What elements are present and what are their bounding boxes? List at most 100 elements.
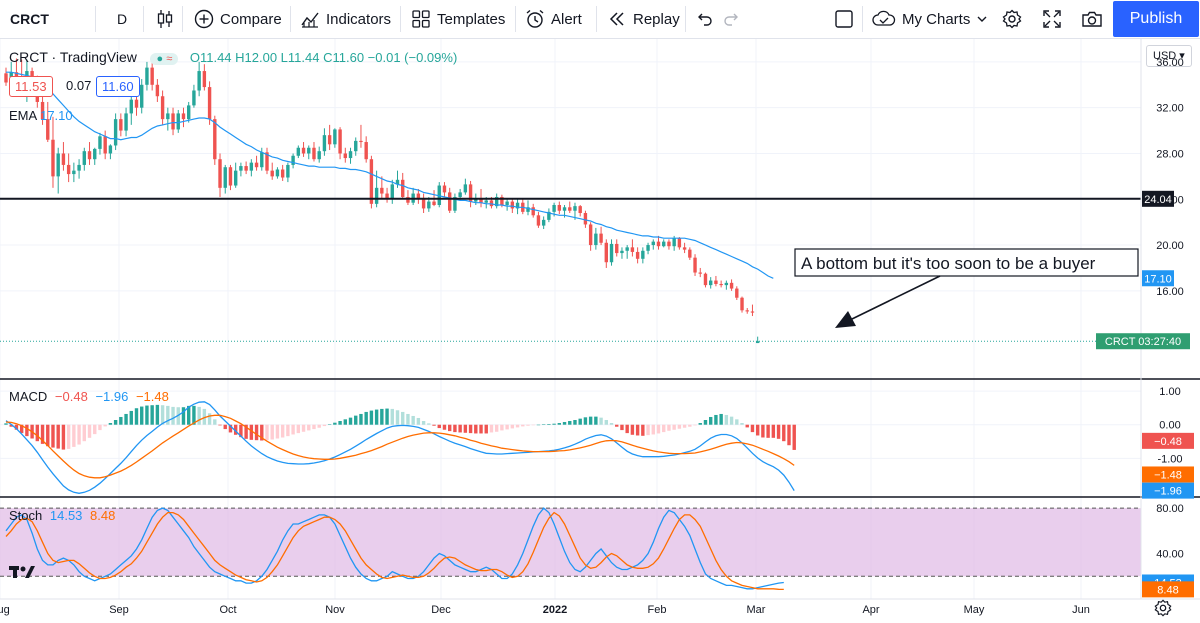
- macd-histogram-bar: [369, 410, 374, 425]
- annotation-box[interactable]: [794, 248, 1139, 277]
- ask-price-button[interactable]: 11.60: [96, 76, 140, 97]
- macd-histogram-bar: [458, 424, 462, 433]
- stoch-legend-k: 14.53: [49, 508, 83, 523]
- arrow-head-icon: [835, 311, 856, 328]
- annotation-arrow: [851, 275, 941, 320]
- candle-body: [693, 257, 697, 273]
- toolbar-divider: [862, 6, 863, 32]
- macd-histogram-bar: [124, 413, 128, 425]
- macd-histogram-bar: [87, 424, 92, 438]
- annotation-text: A bottom but it's too soon to be a buyer: [801, 254, 1096, 273]
- chart-area[interactable]: A bottom but it's too soon to be a buyer…: [0, 39, 1200, 623]
- plus-circle-icon: [194, 9, 214, 29]
- price-axis[interactable]: 36.0032.0028.0024.0020.0016.001.000.00-1…: [1096, 57, 1194, 598]
- macd-histogram-bar: [552, 423, 556, 425]
- macd-histogram-bar: [505, 424, 509, 430]
- ema-legend-value: 17.10: [40, 108, 73, 123]
- candle-body: [656, 241, 661, 247]
- candle-body: [140, 84, 144, 108]
- ema-line: [6, 71, 774, 279]
- macd-histogram-bar: [82, 424, 86, 442]
- fullscreen-button[interactable]: [1042, 0, 1062, 38]
- macd-signal-tag-bg: [1142, 466, 1194, 483]
- candle-body: [662, 241, 666, 247]
- chart-title: CRCT · TradingView: [9, 49, 137, 65]
- candle-body: [218, 159, 222, 188]
- macd-histogram-bar: [442, 424, 447, 430]
- undo-button[interactable]: [695, 0, 713, 38]
- candle-body: [448, 192, 452, 211]
- interval-button[interactable]: D: [117, 0, 127, 38]
- bid-price-button[interactable]: 11.53: [9, 76, 53, 97]
- time-axis-settings-button[interactable]: [1154, 599, 1172, 622]
- market-status-badge[interactable]: ● ≈: [150, 53, 179, 65]
- gear-icon: [1154, 599, 1172, 617]
- candle-body: [260, 152, 264, 168]
- macd-histogram-bar: [374, 409, 379, 425]
- macd-histogram-bar: [155, 404, 160, 425]
- replay-button[interactable]: Replay: [607, 0, 680, 38]
- candle-body: [280, 169, 285, 178]
- macd-histogram-bar: [578, 418, 582, 425]
- candle-body: [594, 233, 598, 246]
- stoch-k-line: [5, 507, 784, 590]
- macd-histogram-bar: [380, 408, 384, 425]
- level-price-tag: 24.04: [1144, 194, 1172, 206]
- candle-body: [620, 250, 624, 254]
- macd-histogram-bar: [322, 424, 327, 427]
- toolbar-divider: [95, 6, 96, 32]
- candle-body: [401, 179, 405, 197]
- macd-histogram-bar: [755, 424, 760, 436]
- candle-body: [474, 199, 478, 202]
- macd-histogram-bar: [113, 420, 118, 425]
- gear-icon: [1002, 9, 1022, 29]
- candle-body: [286, 164, 290, 178]
- macd-histogram-bar: [228, 424, 233, 433]
- macd-histogram-bar: [427, 423, 431, 425]
- symbol-search-button[interactable]: CRCT: [10, 0, 49, 38]
- interval-label: D: [117, 11, 128, 27]
- templates-button[interactable]: Templates: [411, 0, 505, 38]
- macd-histogram-bar: [61, 424, 66, 450]
- macd-histogram-bar: [51, 424, 55, 448]
- rewind-icon: [609, 12, 624, 26]
- time-axis[interactable]: Aug Sep Oct Nov Dec 2022 Feb Mar Apr May Jun: [0, 604, 1090, 616]
- settings-button[interactable]: [1002, 0, 1022, 38]
- alert-button[interactable]: Alert: [525, 0, 582, 38]
- stoch-legend-label: Stoch: [9, 508, 43, 523]
- candle-body: [557, 204, 562, 211]
- candle-body: [4, 73, 8, 83]
- layout-button[interactable]: [834, 0, 854, 38]
- snapshot-button[interactable]: [1081, 0, 1103, 38]
- chart-type-button[interactable]: [156, 0, 174, 38]
- candle-body: [604, 242, 608, 263]
- candle-body: [249, 162, 254, 171]
- time-tick-label: Aug: [0, 604, 10, 616]
- candle-body: [160, 96, 165, 120]
- compare-button[interactable]: Compare: [194, 0, 282, 38]
- my-charts-button[interactable]: My Charts: [872, 0, 988, 38]
- candle-body: [134, 99, 139, 108]
- macd-histogram-bar: [239, 424, 243, 438]
- price-tick-label: 28.00: [1156, 148, 1184, 160]
- candle-body: [124, 113, 128, 131]
- macd-histogram-bar: [301, 424, 306, 432]
- macd-histogram-bar: [479, 424, 483, 434]
- macd-histogram-bar: [568, 421, 572, 425]
- macd-histogram-bar: [280, 424, 285, 438]
- macd-histogram-bar: [119, 416, 123, 425]
- indicators-icon: [301, 12, 319, 28]
- publish-button[interactable]: Publish: [1113, 1, 1199, 37]
- candle-body: [484, 200, 488, 203]
- candle-body: [254, 162, 259, 168]
- redo-button[interactable]: [723, 0, 741, 38]
- tradingview-logo-icon[interactable]: [8, 562, 36, 584]
- macd-line: [5, 401, 795, 494]
- indicators-button[interactable]: Indicators: [300, 0, 391, 38]
- currency-select[interactable]: USD ▾: [1146, 45, 1192, 67]
- macd-histogram-bar: [317, 424, 321, 428]
- candle-body: [327, 135, 332, 145]
- candle-body: [233, 170, 238, 186]
- candle-body: [625, 247, 629, 251]
- candle-body: [531, 207, 535, 216]
